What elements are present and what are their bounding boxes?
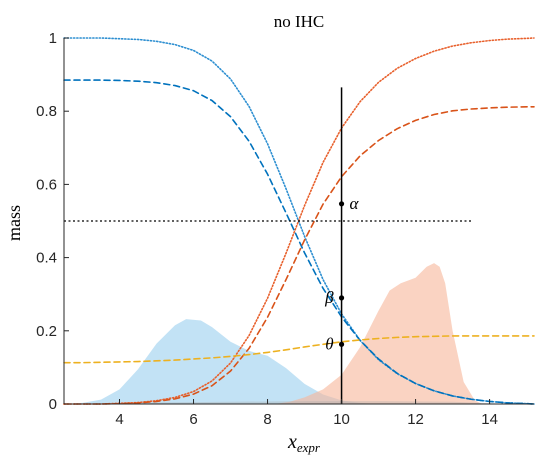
axes: 4 6 8 10 12 14 0 0.2 0.4 0.6 0.8 1	[36, 30, 534, 428]
annotation-label: β	[324, 288, 334, 307]
y-tick-label: 0.2	[36, 323, 57, 340]
x-axis-label: xexpr	[287, 431, 321, 455]
x-axis-label-sub: expr	[297, 440, 321, 455]
x-tick-label: 6	[189, 411, 197, 428]
x-tick-label: 8	[263, 411, 271, 428]
chart-title: no IHC	[274, 12, 325, 31]
mass-curves	[63, 37, 535, 405]
series-line-1	[63, 37, 535, 405]
point-α	[338, 201, 345, 207]
density-area-3	[82, 401, 509, 404]
y-tick-label: 0.4	[36, 250, 57, 267]
density-areas	[64, 263, 509, 404]
x-tick-label: 10	[333, 411, 350, 428]
point-β	[338, 295, 345, 301]
reference-lines	[64, 87, 472, 404]
density-area-2	[274, 263, 483, 404]
density-area-1	[64, 319, 379, 404]
annotations: α β θ	[324, 194, 359, 354]
x-tick-label: 4	[115, 411, 123, 428]
annotation-label: α	[350, 194, 360, 213]
series-line-2	[63, 79, 535, 405]
annotation-label: θ	[325, 334, 333, 353]
y-tick-label: 0	[49, 396, 57, 413]
x-tick-label: 14	[481, 411, 498, 428]
y-tick-label: 1	[49, 30, 57, 47]
y-tick-label: 0.8	[36, 103, 57, 120]
series-line-5	[63, 335, 535, 364]
point-θ	[338, 341, 345, 347]
y-tick-label: 0.6	[36, 176, 57, 193]
x-tick-label: 12	[407, 411, 424, 428]
x-axis-label-main: x	[287, 431, 297, 453]
series-line-4	[63, 106, 535, 405]
y-axis-label: mass	[4, 205, 24, 241]
